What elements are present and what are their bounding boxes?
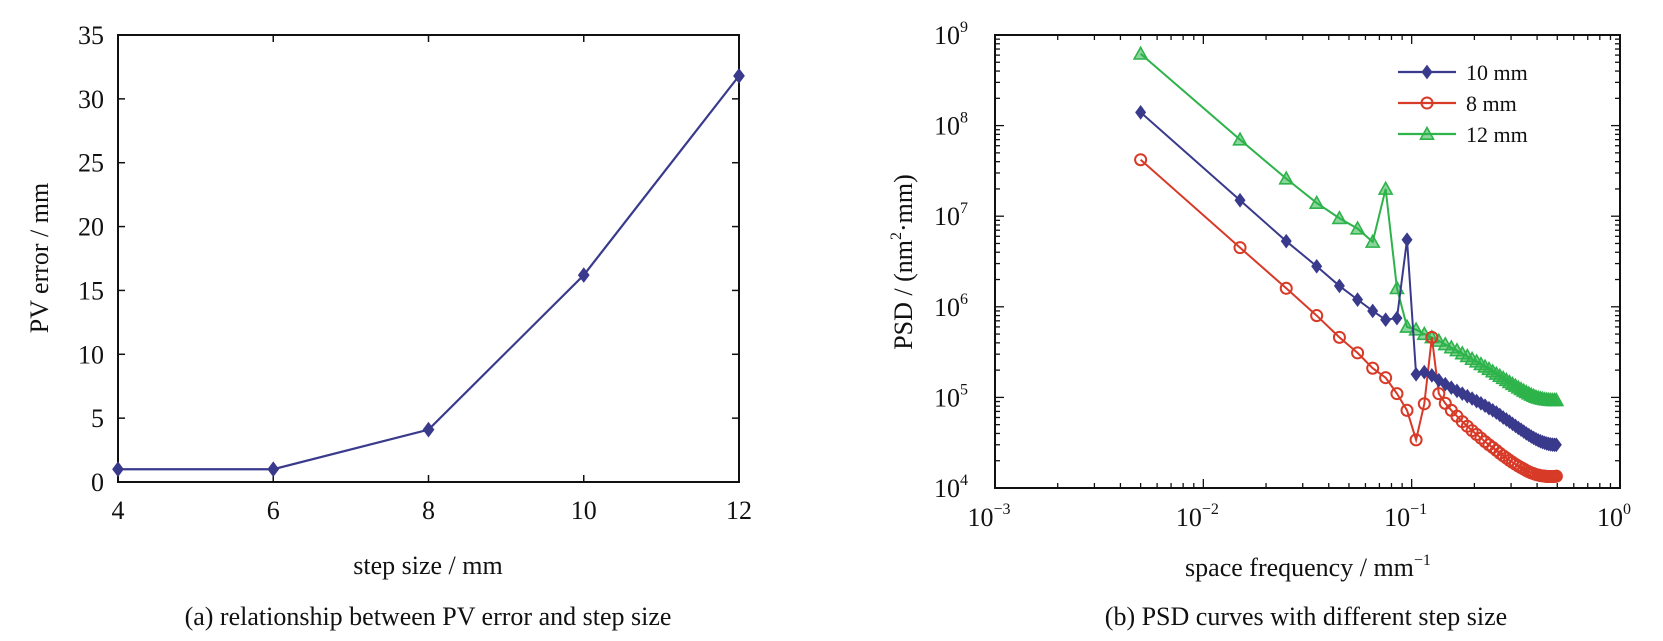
data-point [1351,346,1365,360]
data-point [1232,131,1248,146]
legend-marker [1421,64,1433,80]
series-line [1139,158,1557,478]
y-tick-label: 30 [78,85,104,114]
data-point [1391,310,1403,326]
x-tick-label: 10−1 [1384,501,1427,532]
data-point [1401,232,1413,248]
data-point [1548,392,1565,407]
y-tick-label: 105 [934,381,968,412]
data-point [1399,318,1415,333]
data-point [1380,312,1392,328]
y-tick-label: 5 [91,404,104,433]
x-tick-label: 12 [726,496,752,525]
chart-panel-psd: 10−3 10−2 10−1 100 104 105 106 107 108 109 10 mm 8… [888,19,1631,631]
y-tick-label: 107 [934,200,968,231]
data-point [112,461,124,478]
data-point [1134,153,1148,167]
x-axis-label: space frequency / mm−1 [1185,552,1431,582]
y-axis-label: PSD / (nm2·mm) [888,174,918,350]
series-line [118,75,740,471]
series-layer [1132,45,1565,484]
y-tick-label: 109 [934,19,968,50]
data-point [1432,387,1446,401]
data-point [1280,233,1292,249]
plot-frame [994,34,1621,489]
data-point [1390,387,1404,401]
x-tick-label: 8 [422,496,435,525]
x-tick-label: 10−2 [1176,501,1219,532]
data-point [577,267,590,283]
axis-ticks: 10−3 10−2 10−1 100 104 105 106 107 108 109 [934,19,1631,532]
x-axis-label-main: space frequency / mm [1185,553,1414,582]
x-tick-label: 10−3 [967,501,1010,532]
x-tick-label: 4 [112,496,125,525]
data-point [1550,437,1562,453]
data-point [1367,303,1379,319]
y-tick-label: 10 [78,340,104,369]
data-point [1417,397,1431,411]
data-point [1308,194,1325,209]
series-10-mm [1135,105,1562,453]
legend-label: 12 mm [1466,122,1528,147]
chart-panel-pv-error: 4 6 8 10 12 0 5 10 15 20 25 30 35 step size / mm PV … [25,21,752,631]
legend: 10 mm 8 mm 12 mm [1398,60,1528,147]
data-point [1310,309,1324,323]
data-point [1364,233,1381,248]
y-tick-label: 108 [934,110,968,141]
y-tick-label: 20 [78,213,104,242]
y-tick-label: 15 [78,276,104,305]
series-8-mm [1134,153,1563,484]
x-tick-label: 100 [1597,501,1631,532]
x-tick-label: 6 [267,496,280,525]
series-line [1139,111,1557,446]
data-point [1311,258,1323,274]
y-axis-label-superscript: 2 [888,232,905,240]
data-point [1400,403,1414,417]
legend-marker [1419,125,1435,140]
y-tick-label: 35 [78,21,104,50]
y-tick-label: 25 [78,149,104,178]
data-point [1278,170,1295,185]
y-axis-label-tail: ·mm) [889,174,918,232]
y-tick-label: 104 [934,472,968,503]
data-point [1409,433,1423,447]
data-point [1549,469,1563,483]
data-point [1331,210,1348,225]
caption-b: (b) PSD curves with different step size [1105,602,1507,631]
plot-frame [117,34,740,483]
x-tick-label: 10 [571,496,597,525]
data-point [1366,361,1380,375]
legend-label: 10 mm [1466,60,1528,85]
data-point [1279,281,1293,295]
data-point [1410,366,1422,382]
data-point [1234,192,1246,208]
series-12-mm [1132,45,1565,407]
x-axis-label: step size / mm [353,551,502,580]
data-point [1332,330,1346,344]
caption-a: (a) relationship between PV error and st… [185,602,672,631]
y-axis-label: PV error / mm [25,183,54,333]
data-point [1333,278,1345,294]
data-point [267,461,280,478]
x-axis-label-superscript: −1 [1414,552,1431,569]
data-point [1426,368,1438,383]
data-point [1349,220,1366,235]
data-point [1352,292,1364,307]
data-point [1425,330,1439,344]
data-point [1132,45,1149,60]
y-tick-label: 106 [934,291,968,322]
data-point [1377,180,1394,195]
axis-ticks: 4 6 8 10 12 0 5 10 15 20 25 30 35 [78,21,752,525]
series-layer [112,68,745,478]
legend-marker [1420,96,1434,110]
y-tick-label: 0 [91,468,104,497]
data-point [733,68,745,84]
data-point [1233,241,1247,255]
y-axis-label-main: PSD / (nm [889,240,918,350]
data-point [1379,371,1393,385]
data-point [1135,105,1147,120]
legend-label: 8 mm [1466,91,1517,116]
data-point [422,421,435,438]
